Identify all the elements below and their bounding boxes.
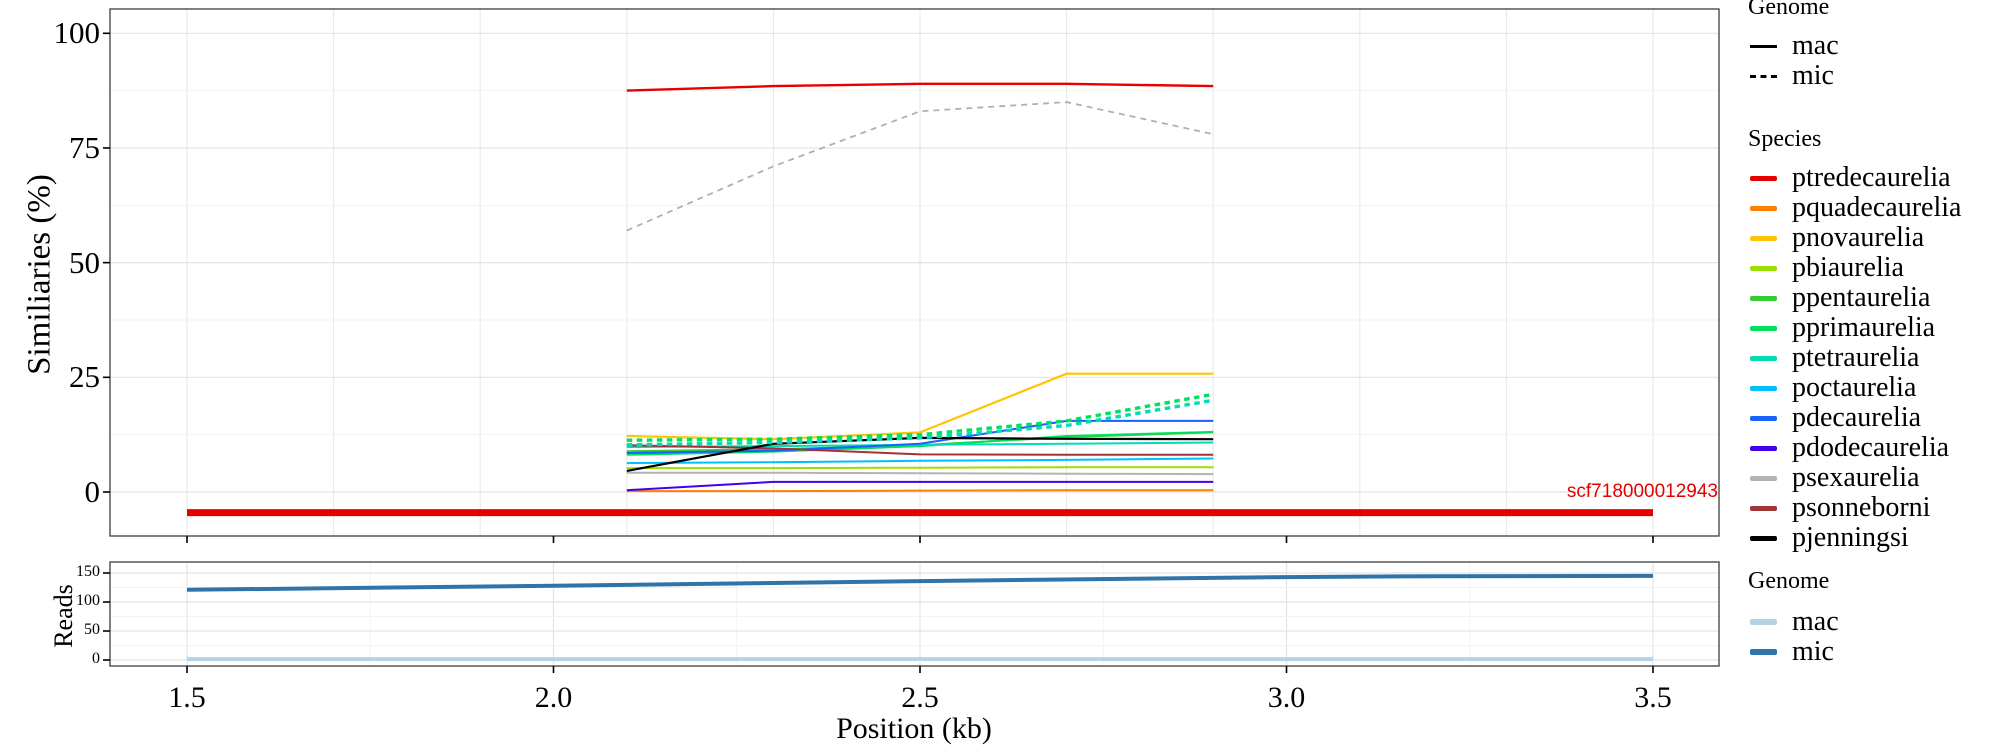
legend-key-color-swatch <box>1750 415 1777 421</box>
similarity-panel-background <box>110 9 1719 536</box>
series-line-pprimaurelia-mic <box>626 392 1214 442</box>
similarity-y-tick-label: 100 <box>53 15 101 51</box>
legend-item-psonneborni: psonneborni <box>1750 493 1930 523</box>
legend-item-label: ptredecaurelia <box>1792 162 1951 193</box>
similarity-y-tick-label: 50 <box>69 244 100 280</box>
legend-item-pprimaurelia: pprimaurelia <box>1750 313 1935 343</box>
series-line-psonneborni-mac <box>626 444 1214 456</box>
reads-y-tick-label: 150 <box>76 563 100 580</box>
legend-item-pdecaurelia: pdecaurelia <box>1750 403 1921 433</box>
legend-item-label: pnovaurelia <box>1792 222 1925 253</box>
legend-key-color-swatch <box>1750 535 1777 541</box>
legend-key-dashed-line <box>1750 74 1777 78</box>
legend-key-color-swatch <box>1750 235 1777 241</box>
legend-item-label: psonneborni <box>1792 492 1931 523</box>
legend-item-mic: mic <box>1750 637 1834 667</box>
scaffold-annotation-label: scf718000012943 <box>1566 481 1718 502</box>
legend-item-pquadecaurelia: pquadecaurelia <box>1750 193 1961 223</box>
legend-item-ptredecaurelia: ptredecaurelia <box>1750 163 1951 193</box>
legend-item-label: mac <box>1792 30 1839 61</box>
legend-item-label: mic <box>1792 636 1834 667</box>
reads-y-tick-label: 100 <box>76 592 100 609</box>
series-line-pdodecaurelia-mac <box>626 480 1214 492</box>
legend-item-pjenningsi: pjenningsi <box>1750 523 1909 553</box>
legend-item-label: pdodecaurelia <box>1792 432 1950 463</box>
legend-key-color-swatch <box>1750 205 1777 211</box>
legend-key-color-swatch <box>1750 175 1777 181</box>
legend-key-solid-line <box>1750 44 1777 48</box>
legend-genome-top-title: Genome <box>1748 0 1830 20</box>
legend-item-label: pjenningsi <box>1792 522 1909 553</box>
series-line-pdecaurelia-mac <box>626 419 1214 454</box>
series-line-poctaurelia-mac <box>626 457 1214 465</box>
legend-item-label: psexaurelia <box>1792 462 1920 493</box>
legend-key-color-swatch <box>1750 649 1777 655</box>
legend-item-label: pbiaurelia <box>1792 252 1904 283</box>
series-line-ptetraurelia-mic <box>626 398 1214 447</box>
legend-item-label: pprimaurelia <box>1792 312 1936 343</box>
legend-item-label: pquadecaurelia <box>1792 192 1962 223</box>
legend-key-color-swatch <box>1750 385 1777 391</box>
legend-item-mac: mac <box>1750 31 1839 61</box>
x-tick-label: 1.5 <box>168 681 206 714</box>
similarity-y-tick-label: 75 <box>69 129 100 165</box>
legend-species-title: Species <box>1748 126 1822 152</box>
series-line-ptredecaurelia-mac <box>626 82 1214 92</box>
legend-item-mic: mic <box>1750 61 1834 91</box>
legend-item-label: ppentaurelia <box>1792 282 1931 313</box>
x-axis-title: Position (kb) <box>836 712 992 745</box>
legend-item-label: pdecaurelia <box>1792 402 1922 433</box>
similarity-y-tick-label: 25 <box>69 359 100 395</box>
legend-key-color-swatch <box>1750 295 1777 301</box>
scaffold-bar <box>187 509 1653 517</box>
legend-genome-reads-title: Genome <box>1748 568 1830 594</box>
reads-y-tick-label: 0 <box>92 650 100 667</box>
series-line-pbiaurelia-mac <box>626 466 1214 470</box>
legend-item-pdodecaurelia: pdodecaurelia <box>1750 433 1949 463</box>
legend-item-ptetraurelia: ptetraurelia <box>1750 343 1919 373</box>
series-line-pnovaurelia-mac <box>626 372 1214 441</box>
x-tick-label: 3.5 <box>1634 681 1672 714</box>
legend-key-color-swatch <box>1750 475 1777 481</box>
reads-y-tick-label: 50 <box>84 621 100 638</box>
legend-item-label: mac <box>1792 606 1839 637</box>
series-line-pquadecaurelia-mac <box>626 489 1214 493</box>
similarity-y-tick-label: 0 <box>84 474 101 509</box>
similarity-panel-border <box>109 8 1720 537</box>
legend-key-color-swatch <box>1750 505 1777 511</box>
legend-key-color-swatch <box>1750 619 1777 625</box>
x-tick-label: 2.0 <box>534 681 573 714</box>
series-line-psexaurelia-mac <box>626 471 1214 476</box>
legend-item-pbiaurelia: pbiaurelia <box>1750 253 1904 283</box>
reads-y-axis-title: Reads <box>49 584 78 648</box>
legend-item-poctaurelia: poctaurelia <box>1750 373 1916 403</box>
legend-item-label: mic <box>1792 60 1834 91</box>
legend-item-label: poctaurelia <box>1792 372 1917 403</box>
legend-key-color-swatch <box>1750 355 1777 361</box>
legend-key-color-swatch <box>1750 445 1777 451</box>
legend-item-label: ptetraurelia <box>1792 342 1920 373</box>
legend-item-mac: mac <box>1750 607 1839 637</box>
reads-panel-border <box>109 561 1720 667</box>
legend-item-pnovaurelia: pnovaurelia <box>1750 223 1924 253</box>
x-tick-label: 2.5 <box>901 681 939 714</box>
legend-item-ppentaurelia: ppentaurelia <box>1750 283 1930 313</box>
legend-key-color-swatch <box>1750 265 1777 271</box>
legend-item-psexaurelia: psexaurelia <box>1750 463 1920 493</box>
reads-line-mic <box>186 573 1654 592</box>
x-tick-label: 3.0 <box>1267 681 1306 714</box>
legend-key-color-swatch <box>1750 325 1777 331</box>
